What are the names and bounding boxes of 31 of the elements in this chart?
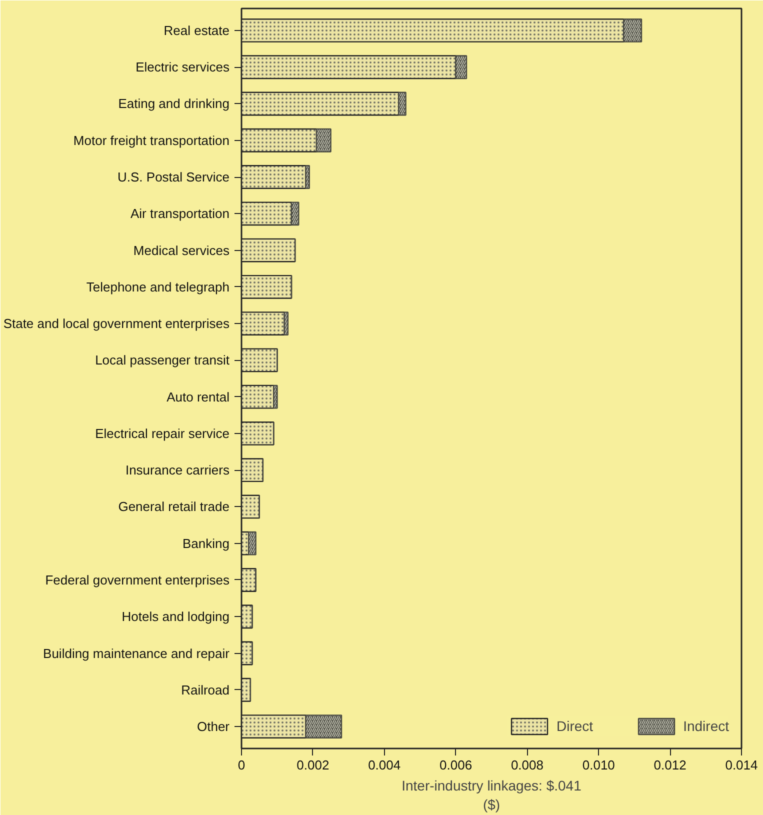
y-tick-label: Hotels and lodging (122, 609, 230, 624)
y-tick-label: Electrical repair service (95, 426, 230, 441)
y-tick-label: Building maintenance and repair (43, 646, 230, 661)
y-tick-label: Electric services (136, 60, 230, 75)
y-tick-label: Air transportation (130, 206, 230, 222)
y-tick-label: Railroad (181, 682, 230, 698)
y-tick-label: State and local government enterprises (3, 316, 230, 332)
x-tick-label: 0.006 (440, 758, 472, 772)
legend-label: Indirect (683, 718, 729, 734)
y-tick-label: Auto rental (166, 389, 230, 404)
y-tick-label: Real estate (164, 22, 230, 38)
y-tick-label: Banking (182, 536, 230, 551)
y-tick-label: Eating and drinking (118, 96, 230, 112)
x-tick-label: 0.002 (296, 758, 330, 772)
y-tick-label: Medical services (133, 242, 230, 258)
x-tick-label: 0.010 (582, 758, 615, 772)
x-tick-label: 0 (238, 758, 246, 772)
y-tick-label: Telephone and telegraph (86, 279, 230, 294)
x-tick-label: 0.014 (725, 758, 758, 772)
x-tick-label: 0.008 (510, 758, 544, 772)
y-tick-label: General retail trade (118, 499, 230, 514)
y-tick-label: U.S. Postal Service (118, 170, 230, 185)
y-tick-label: Federal government enterprises (45, 572, 230, 588)
x-tick-label: 0.012 (654, 758, 686, 772)
y-tick-label: Other (196, 719, 230, 734)
y-tick-label: Motor freight transportation (73, 132, 230, 148)
y-tick-label: Insurance carriers (125, 462, 230, 478)
y-tick-label: Local passenger transit (95, 352, 230, 368)
legend-label: Direct (556, 718, 594, 734)
x-tick-label: 0.004 (368, 758, 401, 772)
x-axis-title: Inter-industry linkages: $.041 ($) (402, 778, 582, 813)
